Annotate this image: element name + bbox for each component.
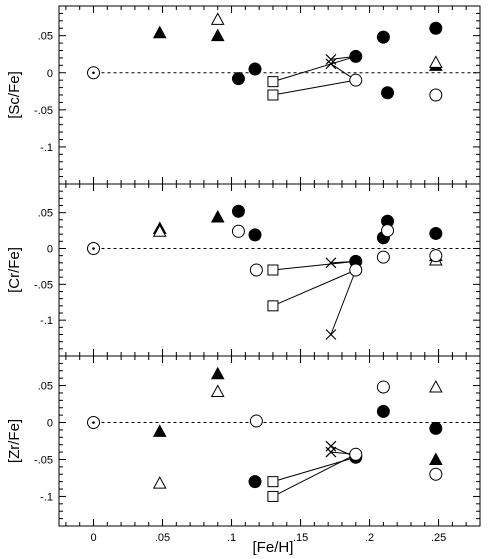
open-triangle-marker	[210, 384, 225, 397]
y-tick-label: -.05	[34, 454, 53, 466]
filled-circle-marker	[376, 30, 390, 44]
open-square-marker	[267, 89, 279, 101]
cross-marker	[325, 440, 337, 452]
y-tick-label: -.05	[34, 279, 53, 291]
connector-line	[330, 269, 357, 335]
filled-triangle-marker	[210, 28, 225, 42]
cross-marker	[325, 329, 337, 340]
open-square-marker	[267, 476, 279, 488]
filled-circle-marker	[248, 228, 262, 242]
open-triangle-marker	[152, 476, 167, 489]
cross-marker	[325, 53, 337, 65]
connector-line	[272, 269, 356, 307]
open-square-marker	[267, 76, 279, 88]
origin-dot	[92, 421, 95, 424]
connector-line	[272, 453, 356, 497]
open-circle-marker	[349, 263, 363, 277]
filled-circle-marker	[248, 62, 262, 76]
origin-dot	[92, 71, 95, 75]
filled-triangle-marker	[152, 424, 167, 437]
y-tick-label: -.1	[40, 315, 53, 327]
connector-line	[272, 79, 356, 96]
open-circle-marker	[376, 250, 390, 264]
x-tick-label: .1	[227, 532, 236, 544]
open-triangle-marker	[428, 379, 443, 393]
open-circle-marker	[429, 249, 443, 263]
open-square-marker	[267, 264, 279, 276]
open-circle-marker	[349, 447, 363, 461]
open-square-marker	[267, 490, 279, 502]
cross-marker	[325, 58, 337, 70]
open-triangle-marker	[428, 55, 443, 68]
filled-circle-marker	[429, 421, 443, 435]
filled-circle-marker	[231, 204, 245, 218]
panel-3: .05 0 -.05 -.1 [Zr/Fe]	[6, 355, 481, 527]
open-triangle-marker	[152, 224, 167, 237]
panel-frame	[58, 355, 481, 527]
open-circle-marker	[429, 467, 443, 481]
filled-circle-marker	[248, 475, 262, 489]
filled-triangle-marker	[428, 452, 443, 465]
open-circle-marker	[249, 263, 263, 277]
filled-circle-marker	[429, 21, 443, 35]
filled-triangle-marker	[152, 25, 167, 39]
x-axis-label: [Fe/H]	[253, 539, 294, 556]
open-square-marker	[267, 300, 279, 312]
connector-line	[272, 55, 356, 83]
filled-circle-marker	[376, 404, 390, 418]
open-circle-marker	[381, 224, 395, 238]
filled-circle-marker	[429, 226, 443, 240]
y-tick-label: .05	[38, 381, 53, 393]
y-axis-label: [Cr/Fe]	[6, 247, 23, 293]
y-tick-label: -.05	[34, 105, 53, 117]
y-tick-label: -.1	[40, 142, 53, 154]
connector-line	[272, 260, 356, 271]
x-tick-label: 0	[90, 532, 96, 544]
x-tick-label: .2	[365, 532, 374, 544]
y-tick-label: 0	[47, 418, 53, 430]
filled-triangle-marker	[210, 366, 225, 380]
open-circle-marker	[249, 414, 263, 428]
panel-1: .05 0 -.05 -.1 [Sc/Fe]	[6, 5, 481, 185]
y-axis-label: [Zr/Fe]	[6, 419, 23, 463]
open-triangle-marker	[210, 12, 225, 25]
y-tick-label: 0	[47, 244, 53, 256]
filled-circle-marker	[381, 86, 395, 100]
x-tick-label: .05	[155, 532, 170, 544]
panel-2: .05 0 -.05 -.1 [Cr/Fe]	[6, 183, 481, 357]
origin-dot	[92, 247, 95, 250]
filled-triangle-marker	[210, 209, 225, 223]
y-tick-label: -.1	[40, 491, 53, 503]
cross-marker	[325, 257, 337, 269]
open-circle-marker	[231, 224, 245, 238]
x-tick-label: .25	[431, 532, 446, 544]
y-tick-label: .05	[38, 208, 53, 220]
x-tick-label: .15	[293, 532, 308, 544]
open-circle-marker	[429, 88, 443, 102]
cross-marker	[325, 446, 337, 458]
open-circle-marker	[349, 73, 363, 87]
y-tick-label: 0	[47, 68, 53, 80]
filled-circle-marker	[231, 72, 245, 86]
y-axis-label: [Sc/Fe]	[6, 71, 23, 119]
filled-circle-marker	[349, 49, 363, 63]
y-tick-label: .05	[38, 31, 53, 43]
open-circle-marker	[376, 380, 390, 394]
